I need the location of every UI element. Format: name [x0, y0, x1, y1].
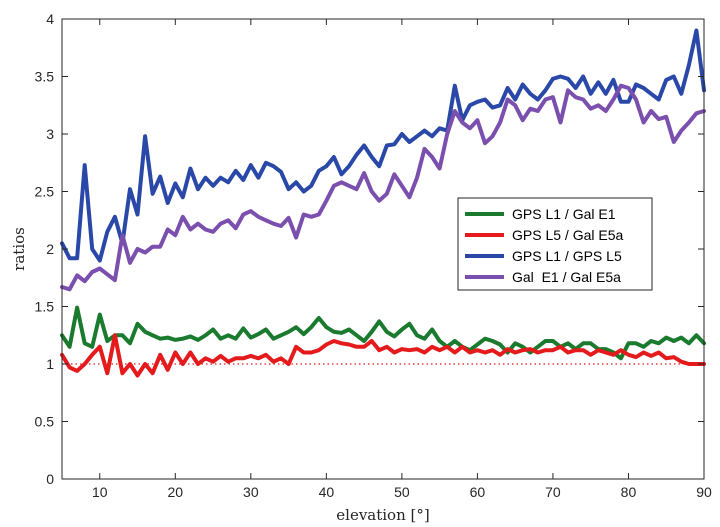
x-tick-label: 70 — [545, 484, 561, 500]
x-tick-label: 90 — [696, 484, 712, 500]
x-tick-label: 10 — [92, 484, 108, 500]
legend-label-4: Gal E1 / Gal E5a — [512, 269, 621, 285]
x-tick-label: 50 — [394, 484, 410, 500]
axis-ticks: 10 20 30 40 50 60 70 80 90 0 0.5 1 1.5 2 2.5 3 3.5 4 — [35, 11, 712, 500]
x-tick-label: 60 — [470, 484, 486, 500]
y-axis-label: ratios — [10, 227, 28, 271]
legend-label-2: GPS L5 / Gal E5a — [512, 227, 623, 243]
series-line-1 — [60, 305, 706, 361]
legend-items: GPS L1 / Gal E1 GPS L5 / Gal E5a GPS L1 / … — [465, 206, 623, 285]
legend-label-3: GPS L1 / GPS L5 — [512, 248, 622, 264]
x-tick-label: 40 — [319, 484, 335, 500]
series-line-4 — [60, 83, 706, 292]
legend: GPS L1 / Gal E1 GPS L5 / Gal E5a GPS L1 / … — [457, 197, 653, 291]
legend-label-1: GPS L1 / Gal E1 — [512, 206, 616, 222]
y-tick-label: 3.5 — [35, 69, 55, 85]
x-tick-label: 80 — [621, 484, 637, 500]
y-tick-label: 1.5 — [35, 299, 55, 315]
x-tick-label: 20 — [168, 484, 184, 500]
y-tick-label: 0 — [46, 471, 54, 487]
y-tick-label: 2.5 — [35, 184, 55, 200]
series-line-2 — [60, 333, 706, 378]
x-axis-label: elevation [°] — [336, 506, 429, 524]
y-tick-label: 2 — [46, 241, 54, 257]
y-tick-label: 1 — [46, 356, 54, 372]
series-line-3 — [60, 28, 706, 263]
x-tick-label: 30 — [243, 484, 259, 500]
y-tick-label: 0.5 — [35, 414, 55, 430]
series-layer — [60, 28, 706, 378]
y-tick-label: 3 — [46, 126, 54, 142]
y-tick-label: 4 — [46, 11, 54, 27]
